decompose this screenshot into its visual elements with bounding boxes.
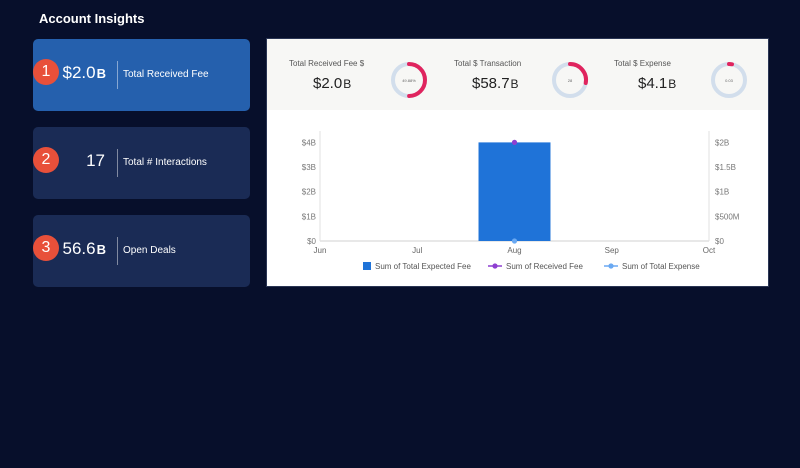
- x-tick-label: Jun: [314, 246, 327, 255]
- kpi-label: Total Received Fee: [123, 69, 209, 80]
- donut-label: 28: [568, 78, 573, 83]
- donut-arc: [407, 62, 427, 98]
- combo-chart: $0 $1B $2B $3B $4B $0 $500M $1B $1.5B $2B Jun Jul Au…: [267, 110, 768, 286]
- legend-swatch-dot: [492, 263, 498, 269]
- y-left-tick-label: $4B: [302, 138, 316, 147]
- kpi-divider: [117, 149, 118, 177]
- kpi-label: Total # Interactions: [123, 157, 207, 168]
- metric-label: Total $ Expense: [614, 59, 671, 68]
- kpi-card-interactions[interactable]: 2 17 Total # Interactions: [33, 127, 250, 199]
- kpi-badge: 1: [33, 59, 59, 85]
- metric-label: Total Received Fee $: [289, 59, 365, 68]
- kpi-value: 17: [86, 151, 105, 170]
- kpi-card-received-fee[interactable]: 1 $2.0B Total Received Fee: [33, 39, 250, 111]
- y-right-tick-label: $1B: [715, 188, 729, 197]
- y-left-tick-label: $0: [307, 237, 316, 246]
- kpi-value: $2.0B: [62, 63, 106, 82]
- page-title: Account Insights: [39, 11, 145, 26]
- y-right-tick-label: $0: [715, 237, 724, 246]
- bar: [478, 142, 551, 241]
- kpi-label: Open Deals: [123, 245, 176, 256]
- legend-swatch-dot: [608, 263, 614, 269]
- donut-label: 0.03: [725, 78, 734, 83]
- kpi-badge: 3: [33, 235, 59, 261]
- line-point: [511, 238, 518, 244]
- y-left-tick-label: $1B: [302, 212, 316, 221]
- combo-chart-svg: $0 $1B $2B $3B $4B $0 $500M $1B $1.5B $2B Jun Jul Au…: [302, 131, 740, 271]
- kpi-value: 56.6B: [62, 239, 106, 258]
- legend-label: Sum of Total Expected Fee: [375, 262, 471, 271]
- y-left-tick-label: $2B: [302, 188, 316, 197]
- y-right-tick-label: $1.5B: [715, 163, 736, 172]
- kpi-card-open-deals[interactable]: 3 56.6B Open Deals: [33, 215, 250, 287]
- insights-panel: Total Received Fee $ $2.0B 49.88% Total …: [266, 38, 769, 287]
- donut-label: 49.88%: [402, 78, 416, 83]
- line-point: [511, 139, 518, 145]
- kpi-divider: [117, 61, 118, 89]
- y-right-tick-label: $500M: [715, 212, 740, 221]
- x-tick-label: Aug: [507, 246, 521, 255]
- x-tick-label: Oct: [703, 246, 716, 255]
- metrics-header: Total Received Fee $ $2.0B 49.88% Total …: [267, 39, 768, 110]
- kpi-divider: [117, 237, 118, 265]
- donut-chart: 49.88%: [391, 62, 427, 98]
- donut-chart: 0.03: [711, 62, 747, 98]
- legend-label: Sum of Received Fee: [506, 262, 583, 271]
- metric-value: $4.1B: [638, 75, 677, 92]
- donut-chart: 28: [552, 62, 588, 98]
- donut-arc: [568, 62, 588, 85]
- metric-value: $58.7B: [472, 75, 519, 92]
- metric-label: Total $ Transaction: [454, 59, 522, 68]
- kpi-badge: 2: [33, 147, 59, 173]
- x-tick-label: Sep: [605, 246, 620, 255]
- metric-value: $2.0B: [313, 75, 352, 92]
- y-right-tick-label: $2B: [715, 138, 729, 147]
- x-tick-label: Jul: [412, 246, 422, 255]
- y-left-tick-label: $3B: [302, 163, 316, 172]
- legend-label: Sum of Total Expense: [622, 262, 700, 271]
- legend-swatch: [363, 262, 371, 270]
